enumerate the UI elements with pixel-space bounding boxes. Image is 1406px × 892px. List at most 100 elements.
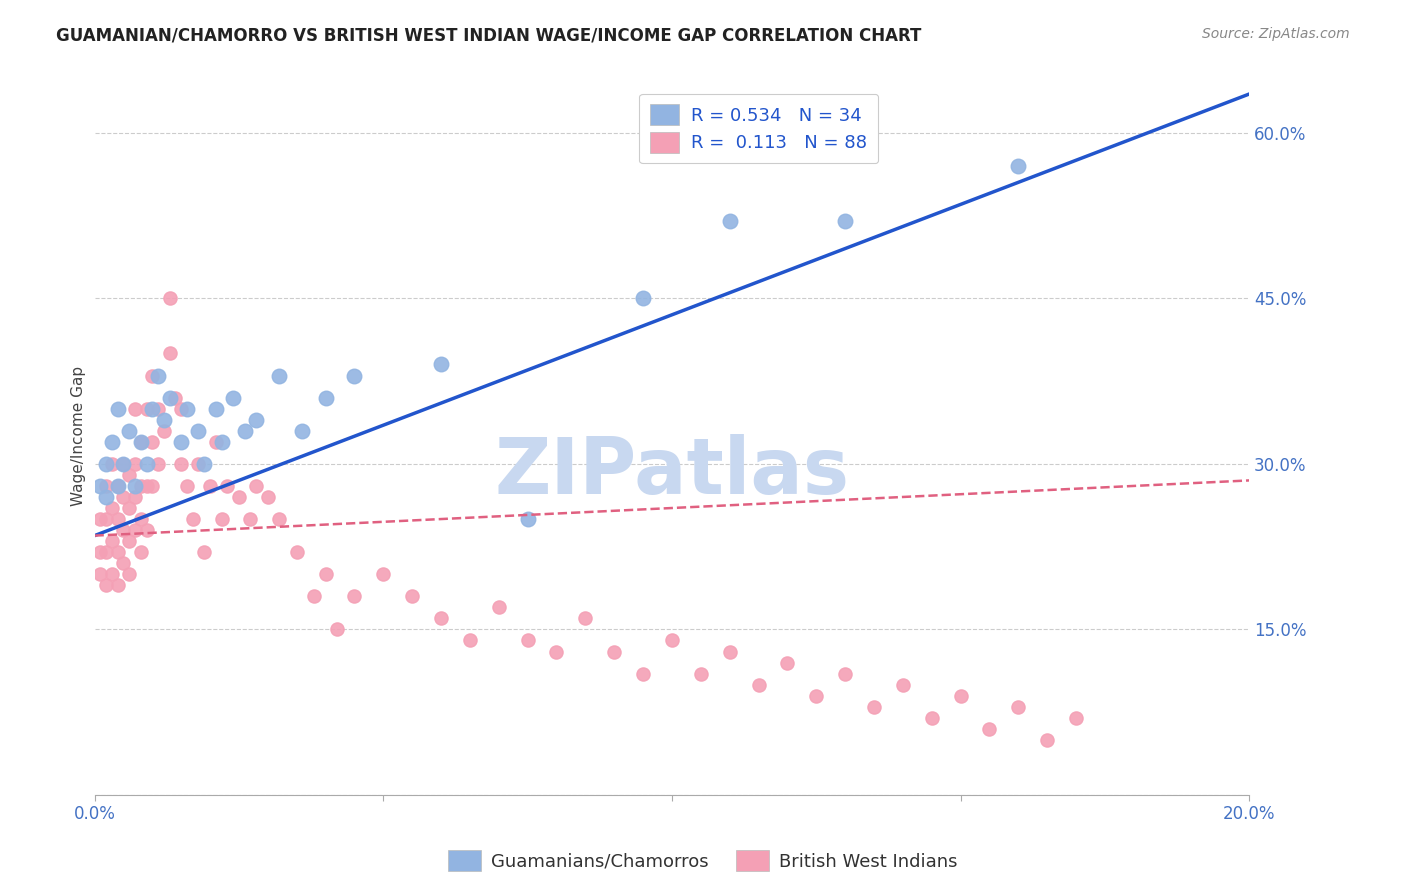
- Point: [146, 401, 169, 416]
- Point: [1064, 711, 1087, 725]
- Point: [129, 434, 152, 449]
- Point: [326, 623, 349, 637]
- Point: [228, 490, 250, 504]
- Point: [239, 512, 262, 526]
- Point: [124, 523, 146, 537]
- Point: [373, 567, 395, 582]
- Point: [747, 678, 769, 692]
- Point: [269, 368, 291, 383]
- Point: [118, 501, 141, 516]
- Text: GUAMANIAN/CHAMORRO VS BRITISH WEST INDIAN WAGE/INCOME GAP CORRELATION CHART: GUAMANIAN/CHAMORRO VS BRITISH WEST INDIA…: [56, 27, 921, 45]
- Point: [315, 567, 337, 582]
- Point: [430, 611, 453, 625]
- Point: [834, 666, 856, 681]
- Point: [135, 401, 157, 416]
- Point: [124, 401, 146, 416]
- Y-axis label: Wage/Income Gap: Wage/Income Gap: [72, 367, 86, 507]
- Point: [112, 490, 135, 504]
- Point: [89, 512, 111, 526]
- Point: [101, 457, 124, 471]
- Point: [187, 457, 209, 471]
- Point: [176, 401, 198, 416]
- Point: [176, 479, 198, 493]
- Point: [430, 358, 453, 372]
- Point: [94, 457, 117, 471]
- Point: [141, 434, 163, 449]
- Point: [146, 457, 169, 471]
- Point: [574, 611, 596, 625]
- Point: [94, 479, 117, 493]
- Point: [302, 590, 325, 604]
- Point: [135, 523, 157, 537]
- Point: [101, 434, 124, 449]
- Point: [315, 391, 337, 405]
- Point: [546, 644, 568, 658]
- Point: [112, 556, 135, 570]
- Point: [343, 368, 366, 383]
- Point: [217, 479, 239, 493]
- Point: [129, 512, 152, 526]
- Point: [401, 590, 423, 604]
- Point: [488, 600, 510, 615]
- Point: [921, 711, 943, 725]
- Point: [118, 534, 141, 549]
- Point: [101, 501, 124, 516]
- Point: [193, 457, 215, 471]
- Point: [94, 545, 117, 559]
- Point: [107, 479, 129, 493]
- Point: [198, 479, 221, 493]
- Point: [89, 479, 111, 493]
- Point: [94, 490, 117, 504]
- Point: [516, 512, 538, 526]
- Point: [141, 401, 163, 416]
- Point: [170, 401, 193, 416]
- Point: [107, 401, 129, 416]
- Point: [153, 413, 176, 427]
- Point: [285, 545, 308, 559]
- Point: [631, 666, 654, 681]
- Point: [129, 479, 152, 493]
- Point: [204, 401, 226, 416]
- Point: [343, 590, 366, 604]
- Point: [101, 567, 124, 582]
- Point: [146, 368, 169, 383]
- Point: [129, 434, 152, 449]
- Point: [291, 424, 314, 438]
- Point: [112, 457, 135, 471]
- Point: [834, 214, 856, 228]
- Point: [112, 523, 135, 537]
- Point: [101, 534, 124, 549]
- Point: [1007, 159, 1029, 173]
- Point: [170, 457, 193, 471]
- Point: [631, 291, 654, 305]
- Point: [245, 413, 267, 427]
- Point: [159, 391, 181, 405]
- Point: [1036, 732, 1059, 747]
- Point: [863, 699, 886, 714]
- Point: [94, 578, 117, 592]
- Point: [187, 424, 209, 438]
- Point: [107, 578, 129, 592]
- Point: [718, 214, 741, 228]
- Legend: R = 0.534   N = 34, R =  0.113   N = 88: R = 0.534 N = 34, R = 0.113 N = 88: [638, 94, 879, 163]
- Legend: Guamanians/Chamorros, British West Indians: Guamanians/Chamorros, British West India…: [441, 843, 965, 879]
- Point: [1007, 699, 1029, 714]
- Point: [269, 512, 291, 526]
- Point: [458, 633, 481, 648]
- Point: [159, 291, 181, 305]
- Point: [776, 656, 799, 670]
- Point: [107, 479, 129, 493]
- Point: [89, 545, 111, 559]
- Point: [141, 479, 163, 493]
- Point: [153, 424, 176, 438]
- Point: [124, 479, 146, 493]
- Point: [170, 434, 193, 449]
- Point: [222, 391, 245, 405]
- Point: [204, 434, 226, 449]
- Text: Source: ZipAtlas.com: Source: ZipAtlas.com: [1202, 27, 1350, 41]
- Point: [141, 368, 163, 383]
- Point: [233, 424, 256, 438]
- Point: [211, 434, 233, 449]
- Point: [89, 567, 111, 582]
- Point: [661, 633, 683, 648]
